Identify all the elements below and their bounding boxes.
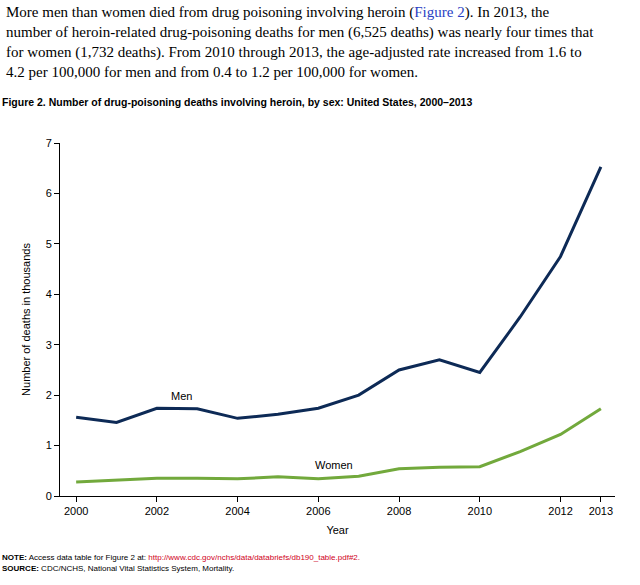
svg-text:2: 2: [46, 389, 52, 401]
html-text:Figure 2. Number of drug-poiso: Figure 2. Number of drug-poisoning death…: [2, 96, 473, 108]
svg-text:2006: 2006: [306, 505, 330, 517]
svg-text:Women: Women: [315, 459, 353, 471]
html-text:SOURCE: CDC/NCHS, National Vit: SOURCE: CDC/NCHS, National Vital Statist…: [2, 564, 235, 573]
svg-text:6: 6: [46, 187, 52, 199]
svg-text:2008: 2008: [387, 505, 411, 517]
svg-text:1: 1: [46, 439, 52, 451]
svg-text:5: 5: [46, 238, 52, 250]
svg-text:3: 3: [46, 339, 52, 351]
svg-text:Number of deaths in thousands: Number of deaths in thousands: [20, 243, 32, 396]
svg-text:2004: 2004: [225, 505, 249, 517]
html-text:4.2 per 100,000 for men and fr: 4.2 per 100,000 for men and from 0.4 to …: [6, 64, 418, 80]
html-text:number of heroin-related drug-: number of heroin-related drug-poisoning …: [6, 24, 594, 40]
svg-text:2002: 2002: [145, 505, 169, 517]
svg-text:2000: 2000: [64, 505, 88, 517]
svg-text:Men: Men: [171, 390, 192, 402]
svg-text:0: 0: [46, 490, 52, 502]
svg-text:2013: 2013: [589, 505, 613, 517]
svg-text:2012: 2012: [548, 505, 572, 517]
svg-text:4: 4: [46, 288, 52, 300]
svg-text:7: 7: [46, 137, 52, 149]
html-text:for women (1,732 deaths). From: for women (1,732 deaths). From 2010 thro…: [6, 44, 582, 60]
html-text:NOTE: Access data table for Fi: NOTE: Access data table for Figure 2 at:…: [2, 553, 360, 562]
svg-text:2010: 2010: [468, 505, 492, 517]
svg-text:Year: Year: [326, 524, 349, 536]
html-text:More men than women died from: More men than women died from drug poiso…: [6, 4, 550, 20]
